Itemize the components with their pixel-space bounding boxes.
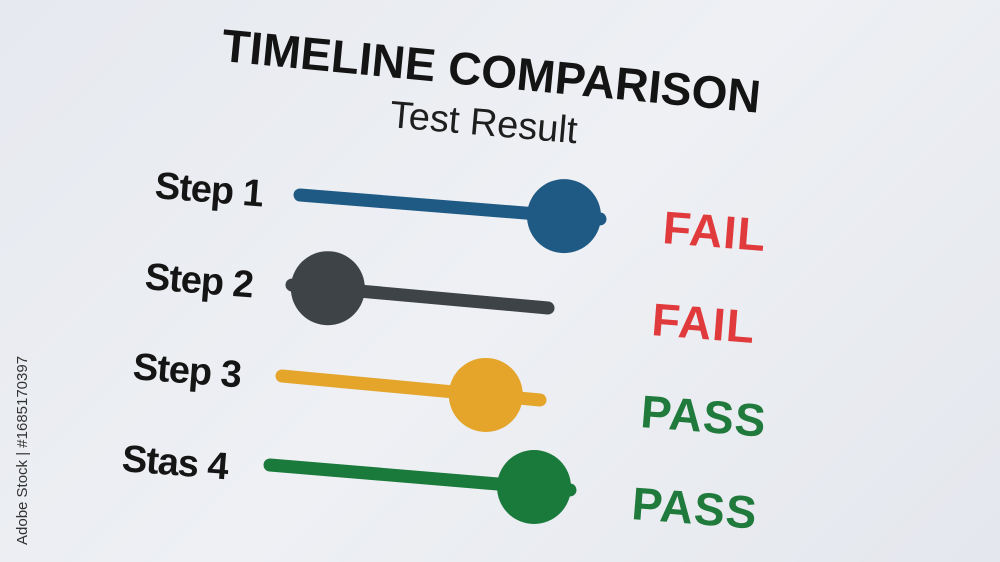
watermark: Adobe Stock | #1685170397 xyxy=(14,355,31,545)
step-4-knob[interactable] xyxy=(497,450,571,524)
step-3-result-badge: PASS xyxy=(638,385,769,447)
step-2-result-badge: FAIL xyxy=(649,293,758,354)
step-1-result-badge: FAIL xyxy=(660,201,769,262)
step-1-knob[interactable] xyxy=(527,179,601,254)
step-2-knob[interactable] xyxy=(290,251,365,326)
step-3-knob[interactable] xyxy=(448,357,523,432)
step-4-result-badge: PASS xyxy=(629,477,760,539)
